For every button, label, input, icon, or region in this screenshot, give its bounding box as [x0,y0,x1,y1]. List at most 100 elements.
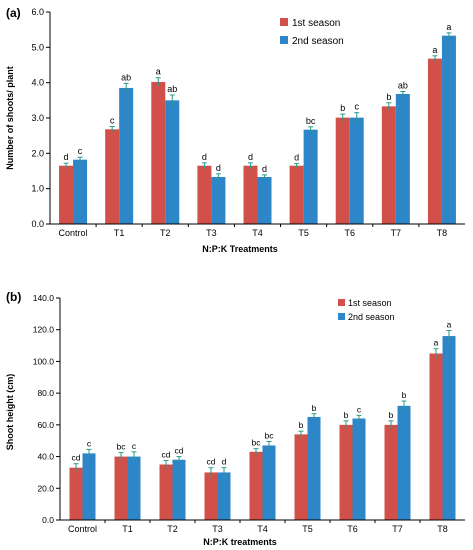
bar-2nd-season-Control [82,453,96,520]
panel-b-legend-swatch-1st-season [338,299,345,306]
significance-letter: bc [252,438,262,448]
x-tick-label: T5 [302,524,313,534]
bar-1st-season-T2 [159,464,173,520]
y-tick-label: 0.0 [31,219,44,229]
panel-a-legend: 1st season 2nd season [280,18,344,47]
x-tick-label: T8 [437,228,448,238]
panel-a-legend-swatch-2nd-season [280,36,288,44]
significance-letter: c [132,441,137,451]
x-tick-label: Control [68,524,97,534]
significance-letter: c [87,438,92,448]
bar-2nd-season-T3 [217,472,231,520]
significance-letter: b [299,420,304,430]
panel-b-legend-swatch-2nd-season [338,313,345,320]
y-tick-label: 3.0 [31,113,44,123]
significance-letter: c [78,146,83,156]
x-tick-label: T6 [344,228,355,238]
y-tick-label: 0.0 [42,515,54,525]
bar-1st-season-Control [59,165,74,224]
bar-1st-season-T1 [114,456,128,520]
significance-letter: ab [398,81,408,91]
significance-letter: ab [167,84,177,94]
bar-2nd-season-T7 [397,405,411,520]
bar-1st-season-T7 [381,106,396,224]
significance-letter: c [357,404,362,414]
bar-2nd-season-T2 [165,100,180,224]
x-tick-label: T2 [160,228,171,238]
panel-b-axes [59,298,465,523]
significance-letter: bc [117,442,127,452]
y-tick-label: 2.0 [31,148,44,158]
bar-1st-season-T7 [384,424,398,520]
bar-1st-season-Control [69,467,83,520]
significance-letter: b [344,410,349,420]
significance-letter: cd [175,446,184,456]
panel-b-legend-label-2nd-season: 2nd season [348,312,395,322]
bar-2nd-season-T8 [442,336,456,520]
y-tick-label: 100.0 [33,356,55,366]
significance-letter: ab [121,72,131,82]
panel-a-y-axis-title: Number of shoots/ plant [5,66,15,170]
x-tick-label: Control [59,228,88,238]
significance-letter: a [156,67,161,77]
x-tick-label: T6 [347,524,358,534]
panel-b-label: (b) [6,290,21,304]
panel-a-legend-label-1st-season: 1st season [292,18,340,29]
bar-1st-season-T5 [289,165,304,224]
significance-letter: d [216,163,221,173]
x-tick-label: T1 [114,228,125,238]
panel-a-label: (a) [6,6,21,20]
bar-1st-season-T6 [335,117,350,224]
significance-letter: c [354,102,359,112]
x-tick-label: T1 [122,524,133,534]
y-tick-label: 1.0 [31,184,44,194]
bar-1st-season-T6 [339,424,353,520]
bar-2nd-season-T2 [172,459,186,520]
y-tick-label: 20.0 [37,483,54,493]
significance-letter: bc [265,431,275,441]
significance-letter: a [447,320,452,330]
panel-a-axes [49,12,465,227]
panel-b-x-axis-title: N:P:K treatments [203,537,277,547]
bar-2nd-season-T4 [257,177,272,224]
y-tick-label: 40.0 [37,452,54,462]
significance-letter: a [434,338,439,348]
significance-letter: a [432,45,437,55]
significance-letter: cd [207,457,216,467]
significance-letter: b [386,92,391,102]
x-tick-label: T3 [212,524,223,534]
significance-letter: d [294,153,299,163]
y-tick-label: 4.0 [31,78,44,88]
bar-1st-season-T5 [294,434,308,520]
y-tick-label: 5.0 [31,42,44,52]
significance-letter: cd [72,453,81,463]
x-tick-label: T8 [437,524,448,534]
x-tick-label: T7 [392,524,403,534]
panel-b-x-tick-labels: Control T1 T2 T3 T4 T5 T6 T7 T8 [68,524,448,534]
significance-letter: cd [162,450,171,460]
significance-letter: b [340,103,345,113]
bar-1st-season-T3 [197,165,212,224]
bar-2nd-season-T6 [352,418,366,520]
significance-letter: b [312,403,317,413]
bar-2nd-season-T7 [395,93,410,225]
bar-2nd-season-T1 [119,87,134,224]
bar-1st-season-T4 [249,451,263,520]
x-tick-label: T3 [206,228,217,238]
significance-letter: b [402,390,407,400]
bar-2nd-season-T5 [303,129,318,224]
panel-a-legend-label-2nd-season: 2nd season [292,36,344,47]
bar-1st-season-T8 [429,353,443,520]
bar-1st-season-T4 [243,165,258,224]
bar-1st-season-T3 [204,472,218,520]
panel-b-legend: 1st season 2nd season [338,298,395,322]
panel-b-y-ticks: 0.0 20.0 40.0 60.0 80.0 100.0 120.0 140.0 [33,293,60,525]
panel-a-shoots-chart: (a) Number of shoots/ plant N:P:K Treatm… [5,6,465,254]
significance-letter: d [222,457,227,467]
significance-letter: d [248,152,253,162]
panel-a-x-tick-labels: Control T1 T2 T3 T4 T5 T6 T7 T8 [59,228,448,238]
panel-a-y-ticks: 0.0 1.0 2.0 3.0 4.0 5.0 6.0 [31,7,50,229]
